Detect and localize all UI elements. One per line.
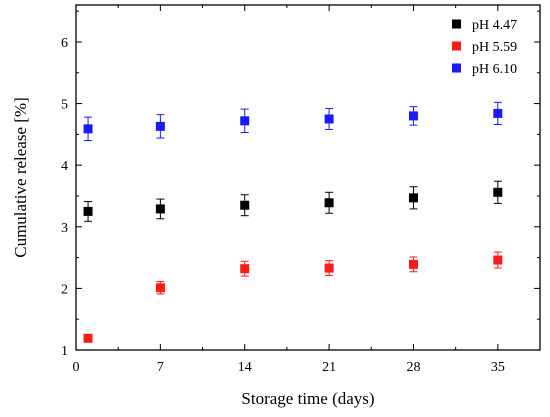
legend-label: pH 6.10	[472, 62, 517, 77]
legend-label: pH 5.59	[472, 40, 517, 55]
data-point	[155, 121, 165, 131]
x-axis: 0 7 14 21 28 35	[73, 5, 505, 375]
x-tick-label: 28	[406, 360, 420, 375]
legend-label: pH 4.47	[472, 18, 517, 33]
y-axis: 1 2 3 4 5 6	[61, 10, 540, 359]
x-tick-label: 35	[491, 360, 505, 375]
x-axis-title: Storage time (days)	[241, 389, 374, 408]
y-tick-label: 1	[61, 344, 68, 359]
y-tick-label: 5	[61, 98, 68, 113]
data-point	[324, 263, 334, 273]
y-axis-title: Cumulative release [%]	[11, 97, 30, 258]
data-point	[240, 116, 250, 126]
legend-marker	[452, 19, 461, 29]
x-tick-label: 7	[157, 360, 164, 375]
data-point	[324, 114, 334, 124]
y-tick-label: 3	[61, 221, 68, 236]
data-point	[83, 333, 93, 343]
data-point	[324, 198, 334, 208]
plot-frame	[75, 4, 541, 351]
data-point	[83, 206, 93, 216]
legend: pH 4.47 pH 5.59 pH 6.10	[452, 18, 517, 77]
data-point	[155, 204, 165, 214]
data-point	[408, 193, 418, 203]
x-tick-label: 14	[238, 360, 252, 375]
legend-marker	[452, 63, 461, 73]
y-tick-label: 4	[61, 159, 68, 174]
x-tick-label: 21	[322, 360, 336, 375]
data-point	[240, 264, 250, 274]
data-point	[155, 283, 165, 293]
data-point	[408, 259, 418, 269]
data-point	[493, 255, 503, 265]
data-point	[493, 187, 503, 197]
series-layer	[83, 101, 503, 343]
data-point	[408, 111, 418, 121]
series-ph-6-10	[83, 101, 503, 142]
data-point	[83, 124, 93, 134]
legend-marker	[452, 41, 461, 51]
y-tick-label: 6	[61, 36, 68, 51]
data-point	[240, 200, 250, 210]
data-point	[493, 108, 503, 118]
x-tick-label: 0	[73, 360, 80, 375]
plot-border	[75, 4, 541, 351]
series-ph-5-59	[83, 251, 503, 343]
y-tick-label: 2	[61, 282, 68, 297]
series-ph-4-47	[83, 180, 503, 222]
